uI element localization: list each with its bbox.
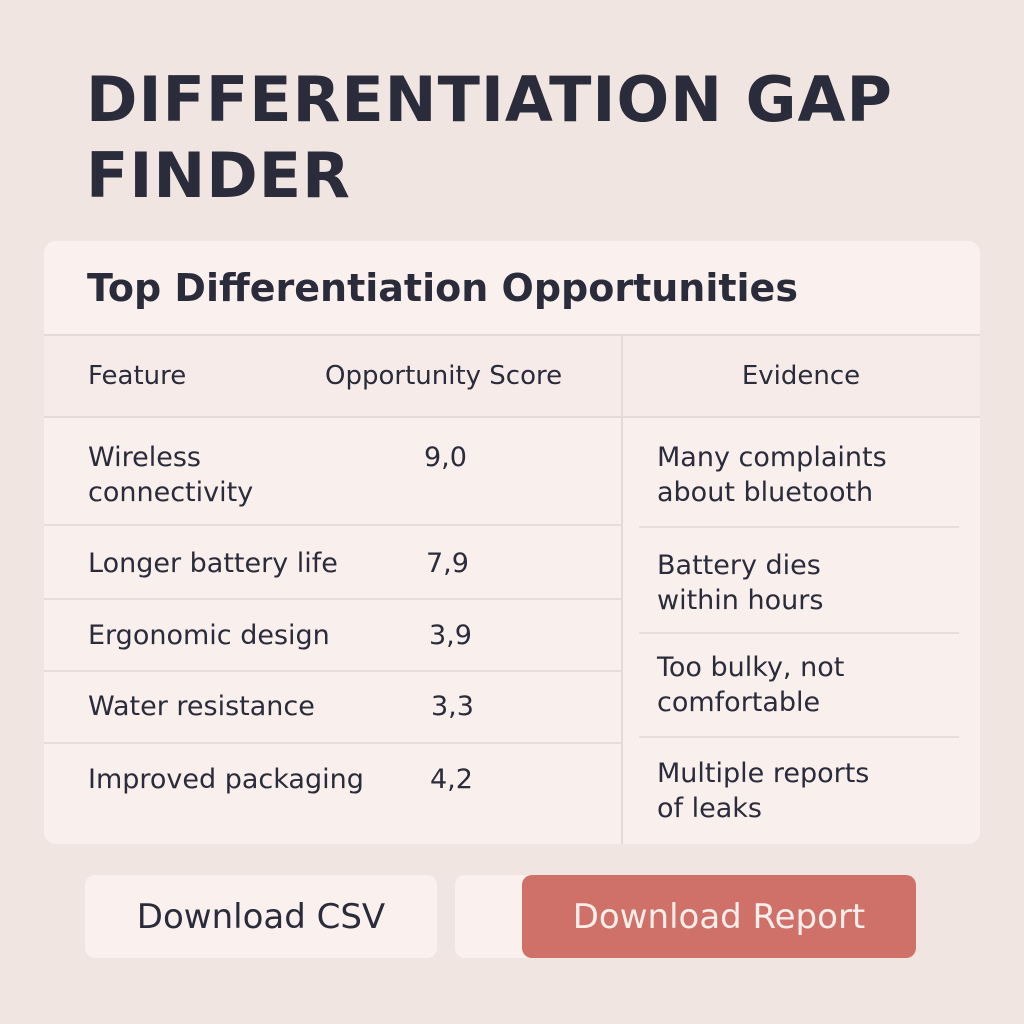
evidence-text: Too bulky, not comfortable: [657, 652, 845, 718]
table-header: Feature Opportunity Score Evidence: [44, 336, 980, 418]
column-header-evidence: Evidence: [741, 361, 861, 391]
download-report-button[interactable]: Download Report: [522, 875, 916, 958]
list-item: Multiple reports of leaks: [639, 738, 959, 838]
column-divider: [621, 336, 623, 844]
opportunity-score: 3,9: [429, 620, 472, 651]
opportunities-card: Top Differentiation Opportunities Featur…: [44, 241, 980, 844]
feature-name: Ergonomic design: [88, 620, 330, 651]
list-item: Battery dies within hours: [639, 528, 959, 634]
opportunity-score: 7,9: [426, 548, 469, 579]
table-row: Improved packaging 4,2: [44, 744, 621, 830]
feature-name: Wireless connectivity: [88, 442, 254, 508]
opportunity-score: 9,0: [424, 442, 467, 473]
feature-name: Water resistance: [88, 691, 315, 722]
list-item: Too bulky, not comfortable: [639, 634, 959, 738]
page-title: DIFFERENTIATION GAP FINDER: [86, 63, 893, 212]
column-header-feature: Feature: [88, 361, 187, 391]
card-title: Top Differentiation Opportunities: [87, 266, 798, 310]
download-csv-button[interactable]: Download CSV: [85, 875, 437, 958]
evidence-list: Many complaints about bluetooth Battery …: [623, 418, 980, 838]
table-row: Water resistance 3,3: [44, 672, 621, 744]
list-item: Many complaints about bluetooth: [639, 418, 959, 528]
feature-list: Wireless connectivity 9,0 Longer battery…: [44, 418, 621, 830]
evidence-text: Multiple reports of leaks: [657, 758, 870, 824]
evidence-text: Many complaints about bluetooth: [657, 442, 887, 508]
opportunity-score: 4,2: [430, 764, 473, 795]
column-header-score: Opportunity Score: [325, 361, 563, 391]
feature-name: Longer battery life: [88, 548, 338, 579]
opportunity-score: 3,3: [431, 691, 474, 722]
evidence-text: Battery dies within hours: [657, 550, 824, 616]
table-row: Ergonomic design 3,9: [44, 600, 621, 672]
feature-name: Improved packaging: [88, 764, 364, 795]
table-row: Wireless connectivity 9,0: [44, 418, 621, 526]
download-report-container: Download Report: [455, 875, 916, 958]
table-row: Longer battery life 7,9: [44, 526, 621, 600]
card-header: Top Differentiation Opportunities: [44, 241, 980, 336]
